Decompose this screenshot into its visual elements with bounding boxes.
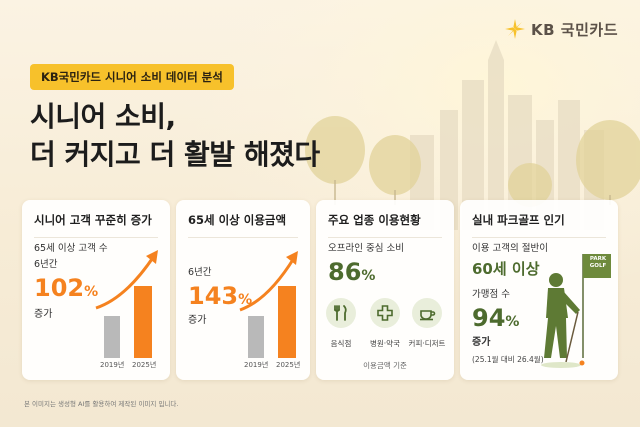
park-golf-flag-icon [582,254,611,358]
category-label-restaurant: 음식점 [330,339,352,348]
card3-value-unit: % [361,268,376,284]
category-label-hospital: 병원·약국 [370,339,400,348]
card4-value-number: 94 [472,304,506,332]
headline-line1: 시니어 소비, [30,100,176,133]
category-restaurant [326,298,356,328]
card3-title: 주요 업종 이용현황 [328,212,442,238]
card1-title: 시니어 고객 꾸준히 증가 [34,212,158,238]
card2-bar-label-2019: 2019년 [244,361,269,369]
category-coffee-dessert [412,298,442,328]
card4-note: (25.1월 대비 26.4월) [472,355,544,364]
coffee-cup-icon [420,310,436,321]
card1-arrow-head-icon [146,250,158,264]
card2-value-number: 143 [188,282,239,310]
card2-sub: 6년간 [188,267,212,278]
card1-suffix: 증가 [34,309,53,320]
flag-text: PARK GOLF [584,256,612,270]
card-senior-customers: 시니어 고객 꾸준히 증가 65세 이상 고객 수 6년간 102% 증가 20… [22,200,170,380]
card4-value-unit: % [505,314,520,330]
report-tag: KB국민카드 시니어 소비 데이터 분석 [30,64,234,90]
card2-growth-chart [239,251,298,358]
card1-bar-label-2025: 2025년 [132,361,157,369]
headline-line2: 더 커지고 더 활발 해졌다 [30,138,320,171]
category-hospital-pharmacy [370,298,400,328]
card2-suffix: 증가 [188,315,207,326]
card1-value: 102% [34,274,98,302]
medical-cross-icon [377,305,393,321]
kb-star-icon [505,19,526,39]
card2-growth-arrow-icon [239,257,296,312]
golfer-illustration [541,273,585,368]
card4-suffix: 증가 [472,337,491,348]
card3-sub: 오프라인 중심 소비 [328,243,404,254]
card2-title: 65세 이상 이용금액 [188,212,298,238]
card-park-golf: 실내 파크골프 인기 이용 고객의 절반이 60세 이상 가맹점 수 94% 증… [460,200,618,380]
card4-highlight: 60세 이상 [472,260,540,278]
category-label-coffee: 커피·디저트 [408,339,446,348]
card1-bar-label-2019: 2019년 [100,361,125,369]
card1-growth-chart [95,250,158,358]
card3-note: 이용금액 기준 [363,361,407,370]
card1-sub1: 65세 이상 고객 수 [34,243,108,254]
card3-value-number: 86 [328,258,362,286]
card1-value-unit: % [84,284,99,300]
card1-growth-arrow-icon [95,255,156,310]
card4-title: 실내 파크골프 인기 [472,212,606,238]
flag-text-line1: PARK [589,256,607,262]
footnote: 본 이미지는 생성형 AI를 활용하여 제작된 이미지 입니다. [24,400,179,408]
card4-value: 94% [472,304,519,332]
card2-value: 143% [188,282,252,310]
card3-value: 86% [328,258,375,286]
card-spending-amount: 65세 이상 이용금액 6년간 143% 증가 2019년 2025년 [176,200,310,380]
card2-bar-2019 [248,316,264,358]
card4-sub1: 이용 고객의 절반이 [472,243,548,254]
card1-bar-2019 [104,316,120,358]
card4-sub2: 가맹점 수 [472,289,510,300]
card1-sub2: 6년간 [34,259,58,270]
kb-logo: KB 국민카드 [504,18,618,40]
headline: 시니어 소비, 더 커지고 더 활발 해졌다 [30,98,320,174]
flag-text-line2: GOLF [589,263,607,269]
card2-arrow-head-icon [286,251,298,265]
card1-bar-2025 [134,286,152,358]
fork-knife-icon [334,305,347,321]
card2-bar-label-2025: 2025년 [276,361,301,369]
card1-value-number: 102 [34,274,85,302]
card-category-usage: 주요 업종 이용현황 오프라인 중심 소비 86% 음식점 병원·약국 커피·디… [316,200,454,380]
logo-text: KB 국민카드 [531,20,618,39]
card2-value-unit: % [238,292,253,308]
card2-bar-2025 [278,286,296,358]
